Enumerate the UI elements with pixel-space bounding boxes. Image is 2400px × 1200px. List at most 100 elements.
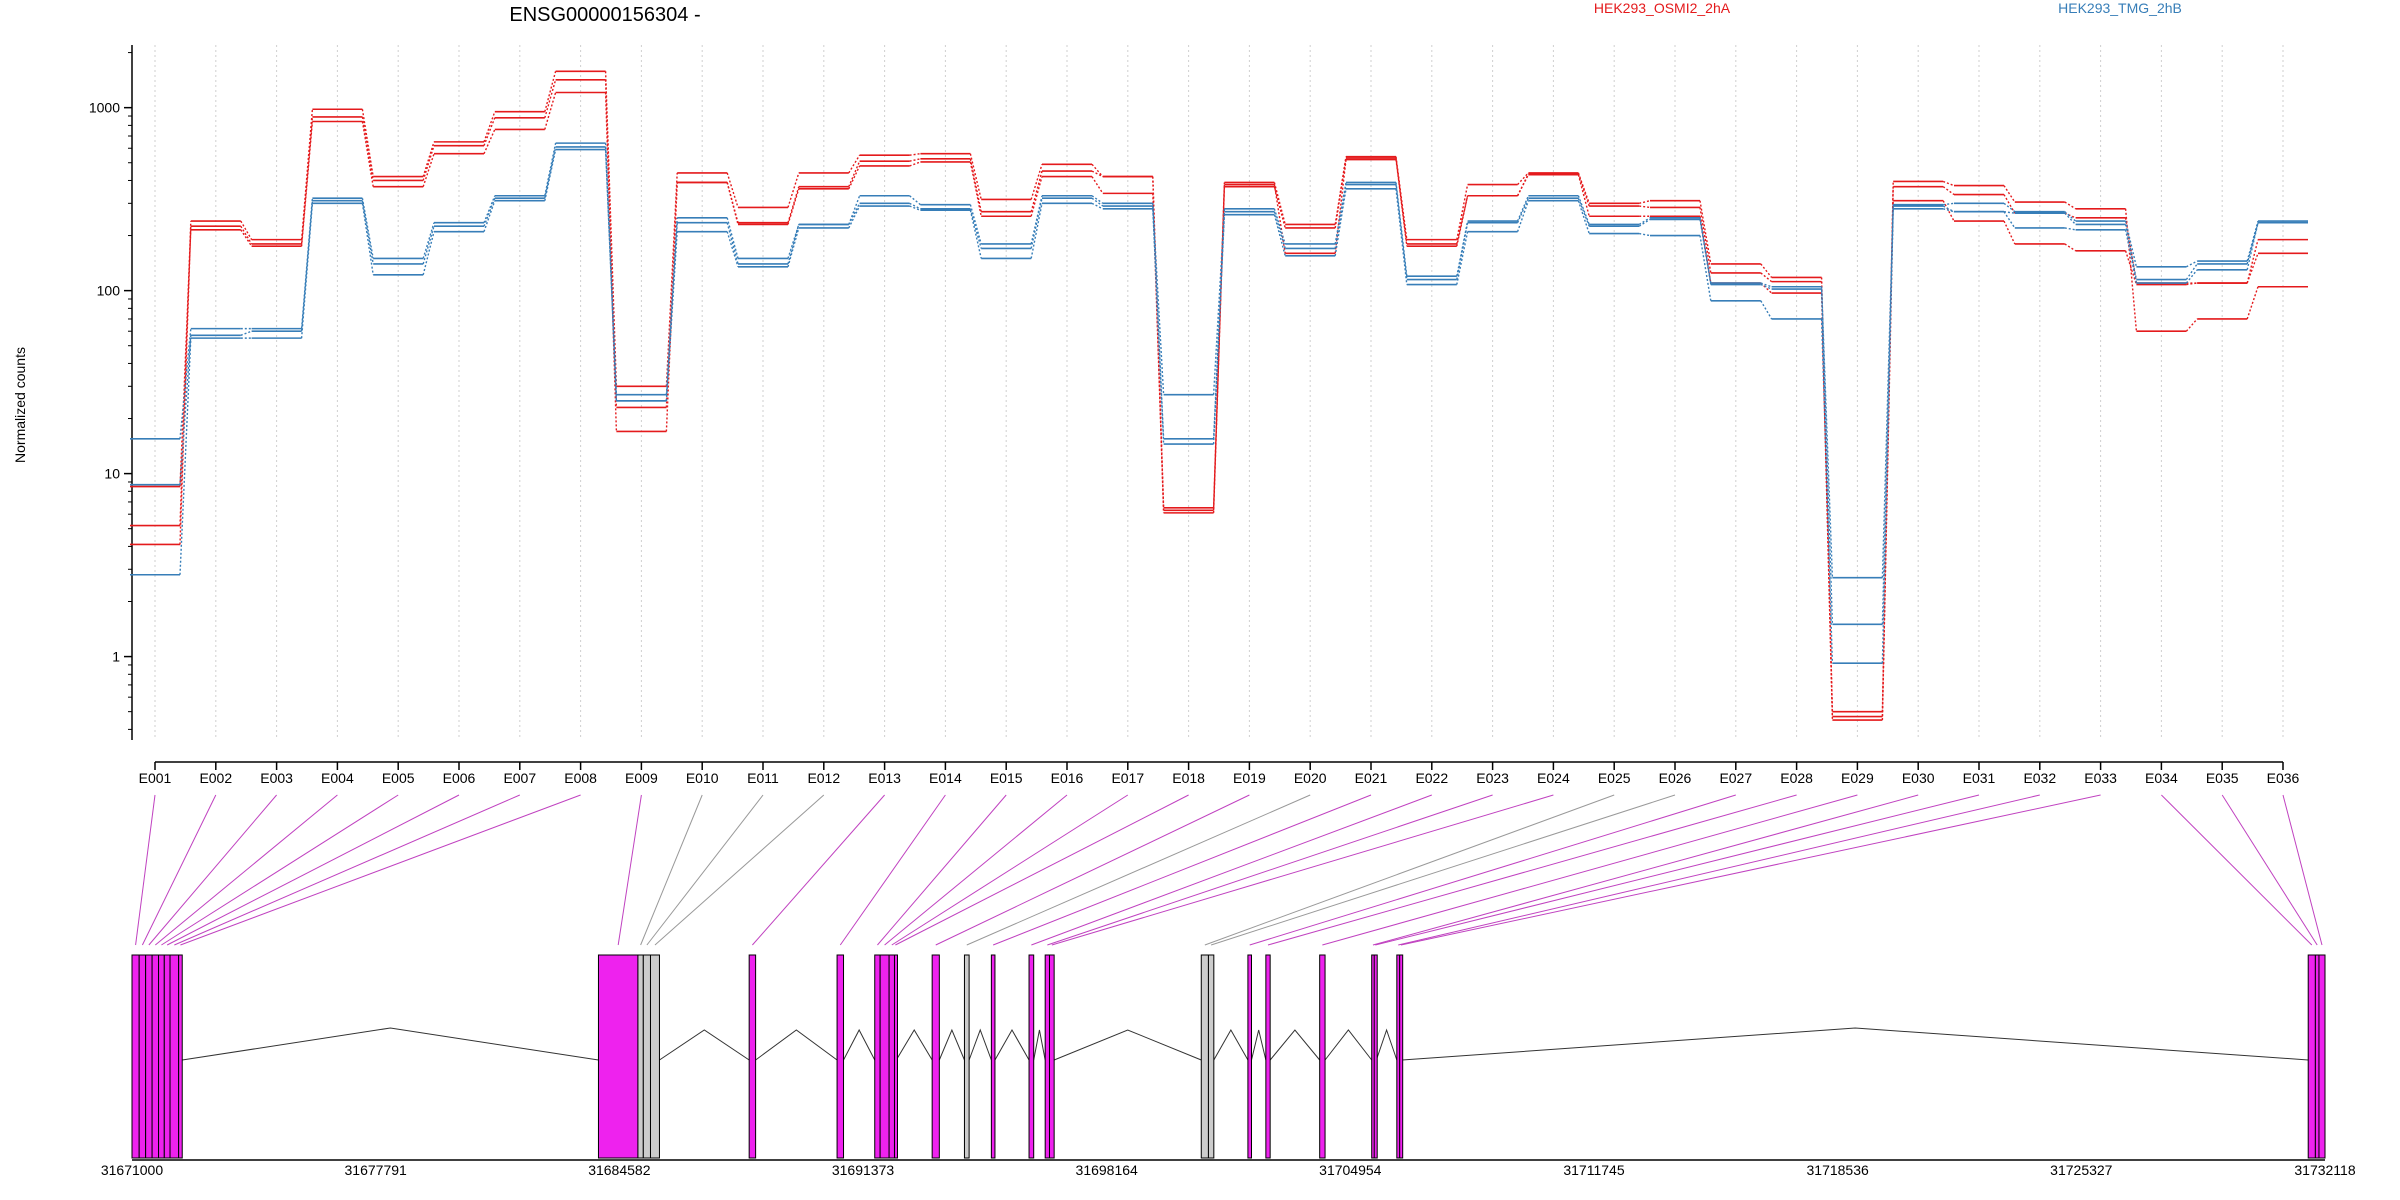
series-connector [848,165,861,190]
connector-E027 [1249,794,1736,946]
series-connector [2064,243,2076,252]
x-tick-label-E015: E015 [990,770,1023,786]
series-connector [848,154,861,174]
connector-E005 [161,794,399,946]
series-connector [240,330,252,336]
x-tick-label-E020: E020 [1294,770,1327,786]
series-connector [1699,200,1712,265]
series-connector [2124,224,2138,280]
connector-E017 [891,794,1129,946]
x-tick-label-E035: E035 [2206,770,2239,786]
series-connector [726,182,739,225]
intron-line [1053,1029,1202,1061]
x-tick-label-E004: E004 [321,770,354,786]
connector-E034 [2161,794,2313,946]
x-tick-label-E024: E024 [1537,770,1570,786]
series-connector [1638,217,1651,226]
gridlines [154,45,2284,738]
connector-E014 [839,794,946,946]
x-tick-label-E033: E033 [2084,770,2117,786]
intron-line [938,1028,965,1061]
exon-block-E026 [1207,954,1215,1159]
x-tick-label-E028: E028 [1780,770,1813,786]
exon-block-E022 [1028,954,1035,1159]
series-connector [1273,208,1286,245]
exon-block-E017 [888,954,895,1159]
series-connector [1760,300,1773,320]
series-connector [2003,211,2015,214]
coordinate-tick-label-31691373: 31691373 [832,1162,895,1178]
x-tick-label-E016: E016 [1051,770,1084,786]
series-connector [1395,188,1408,285]
x-tick-label-E006: E006 [443,770,476,786]
exon-block-E016 [879,954,890,1159]
series-connector [1699,217,1712,284]
x-tick-label-E003: E003 [260,770,293,786]
series-connector [1639,232,1651,237]
series-connector [300,121,314,247]
exon-block-E011 [642,954,651,1159]
exon-block-E036 [2318,954,2326,1159]
series-connector [179,338,192,575]
series-connector [1516,197,1530,224]
connector-E008 [180,794,581,946]
series-connector [604,143,618,395]
series-connector [2064,212,2076,219]
series-connector [1577,197,1590,227]
intron-line [659,1029,750,1061]
series-lines [130,70,2308,721]
series-connector [422,153,435,187]
intron-line [1251,1029,1267,1061]
x-tick-label-E009: E009 [625,770,658,786]
series-connector [726,231,739,267]
series-connector [483,200,496,232]
series-connector [2003,185,2016,203]
connector-E006 [166,794,460,946]
series-connector [1273,184,1286,254]
legend-entry-tmg: HEK293_TMG_2hB [2058,0,2182,16]
coordinate-tick-label-31718536: 31718536 [1807,1162,1870,1178]
coordinate-tick-label-31711745: 31711745 [1563,1162,1624,1178]
series-connector [1091,195,1104,204]
coordinate-tick-label-31704954: 31704954 [1319,1162,1382,1178]
series-connector [1516,195,1530,222]
exon-block-E013 [748,954,757,1159]
series-connector [179,328,192,439]
exon-block-E031 [1373,954,1378,1159]
exon-block-E029 [1319,954,1326,1159]
series-connector [1030,170,1043,212]
y-tick-label-100: 100 [97,283,121,299]
coordinate-tick-label-31698164: 31698164 [1076,1162,1139,1178]
coordinate-tick-label-31684582: 31684582 [588,1162,651,1178]
y-axis-label: Normalized counts [12,347,28,463]
connector-E028 [1267,794,1797,946]
series-connector [1577,200,1590,234]
exon-block-E008 [178,954,183,1159]
series-connector [179,229,192,487]
exon-block-E007 [169,954,180,1159]
intron-line [182,1027,599,1061]
series-connector [1091,197,1104,207]
series-connector [909,161,921,167]
series-connector [422,222,435,259]
coordinate-tick-label-31732118: 31732118 [2294,1162,2355,1178]
intron-line [1324,1029,1373,1061]
connector-E026 [1210,794,1676,946]
series-connector [2003,211,2016,229]
series-connector [1273,214,1286,256]
y-tick-label-1000: 1000 [89,100,120,116]
x-tick-label-E001: E001 [139,770,172,786]
series-connector [665,172,678,387]
series-connector [2003,220,2016,245]
x-tick-label-E021: E021 [1355,770,1388,786]
series-connector [422,231,435,275]
exon-block-E023 [1044,954,1050,1159]
series-connector [2246,220,2259,262]
series-connector [1456,184,1469,240]
series-connector [483,195,496,223]
series-connector [1942,180,1955,187]
series-connector [1820,286,1834,578]
series-connector [179,226,192,545]
connector-E024 [1051,794,1554,946]
